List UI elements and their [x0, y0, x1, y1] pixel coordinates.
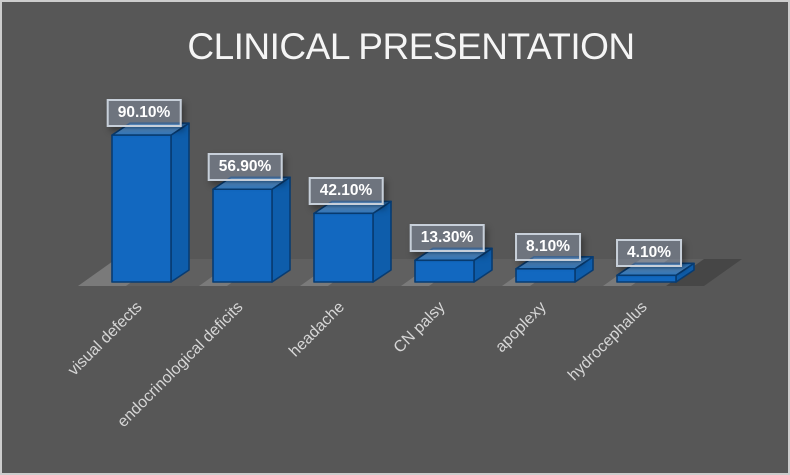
bar-3: [414, 259, 475, 283]
bar-2: [313, 212, 374, 283]
bar-4: [515, 267, 576, 283]
bar-0: [111, 134, 172, 283]
bar-1: [212, 188, 273, 283]
chart-title: CLINICAL PRESENTATION: [187, 26, 635, 67]
bars-group: [111, 122, 695, 283]
bar-5: [616, 274, 677, 283]
